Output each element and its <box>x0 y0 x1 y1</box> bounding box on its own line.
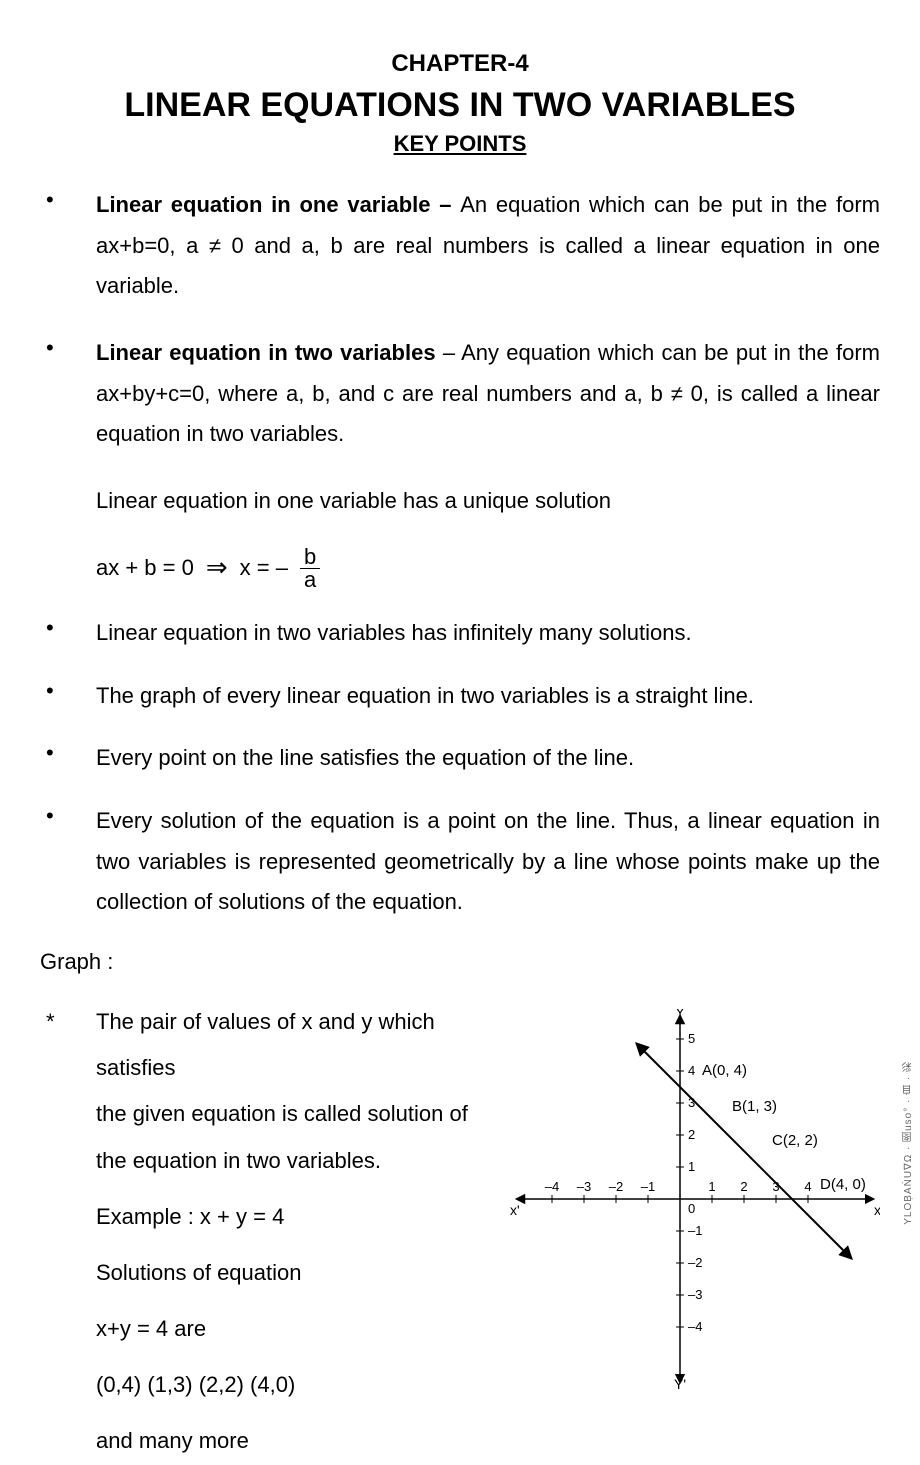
frac-numerator: b <box>300 546 320 569</box>
svg-text:–3: –3 <box>577 1179 591 1194</box>
svg-text:Y': Y' <box>674 1376 686 1389</box>
svg-text:5: 5 <box>688 1031 695 1046</box>
bullet-text: Every solution of the equation is a poin… <box>96 801 880 923</box>
bullet-mark: • <box>40 738 96 779</box>
graph-line: x+y = 4 are <box>96 1306 480 1352</box>
bullet-3: • Linear equation in two variables has i… <box>40 613 880 654</box>
bullet-2-sub: Linear equation in one variable has a un… <box>96 481 880 522</box>
bullet-bold: Linear equation in one variable – <box>96 192 460 217</box>
eq-rhs-prefix: x = – <box>240 555 288 581</box>
svg-text:–1: –1 <box>688 1223 702 1238</box>
svg-text:x': x' <box>510 1202 520 1218</box>
bullet-bold: Linear equation in two variables <box>96 340 436 365</box>
bullet-mark: • <box>40 185 96 307</box>
graph-line: the given equation is called solution of <box>96 1091 480 1137</box>
bullet-4: • The graph of every linear equation in … <box>40 676 880 717</box>
graph-label: Graph : <box>40 949 880 975</box>
bullet-mark: • <box>40 333 96 455</box>
svg-text:C(2, 2): C(2, 2) <box>772 1132 818 1149</box>
svg-text:Y: Y <box>675 1009 685 1020</box>
bullet-text: Every point on the line satisfies the eq… <box>96 738 880 779</box>
bullet-5: • Every point on the line satisfies the … <box>40 738 880 779</box>
star-mark: * <box>40 999 96 1465</box>
keypoints-label: KEY POINTS <box>40 131 880 157</box>
graph-line: and many more <box>96 1418 480 1464</box>
side-watermark: YLOḄAṄU∇Ω · 图uso° · 自 · 彩 <box>901 1061 916 1225</box>
svg-text:B(1, 3): B(1, 3) <box>732 1098 777 1115</box>
svg-text:1: 1 <box>688 1159 695 1174</box>
svg-text:–2: –2 <box>688 1255 702 1270</box>
svg-text:1: 1 <box>708 1179 715 1194</box>
bullet-mark: • <box>40 676 96 717</box>
bullet-6: • Every solution of the equation is a po… <box>40 801 880 923</box>
svg-text:–4: –4 <box>688 1319 702 1334</box>
eq-lhs: ax + b = 0 <box>96 555 194 581</box>
bullet-mark: • <box>40 801 96 923</box>
graph-row: * The pair of values of x and y which sa… <box>40 999 880 1465</box>
bullet-1: • Linear equation in one variable – An e… <box>40 185 880 307</box>
svg-text:–1: –1 <box>641 1179 655 1194</box>
bullet-text: The graph of every linear equation in tw… <box>96 676 880 717</box>
svg-text:2: 2 <box>740 1179 747 1194</box>
chapter-title: LINEAR EQUATIONS IN TWO VARIABLES <box>40 86 880 125</box>
svg-text:–3: –3 <box>688 1287 702 1302</box>
graph-line: Solutions of equation <box>96 1250 480 1296</box>
svg-text:0: 0 <box>688 1201 695 1216</box>
svg-text:4: 4 <box>688 1063 695 1078</box>
frac-denominator: a <box>300 569 320 591</box>
svg-text:A(0, 4): A(0, 4) <box>702 1062 747 1079</box>
svg-text:D(4, 0): D(4, 0) <box>820 1176 866 1193</box>
graph-line: Example : x + y = 4 <box>96 1194 480 1240</box>
bullet-text: Linear equation in one variable – An equ… <box>96 185 880 307</box>
graph-line: the equation in two variables. <box>96 1138 480 1184</box>
svg-text:4: 4 <box>804 1179 811 1194</box>
implies-icon: ⇒ <box>206 553 228 583</box>
bullet-text: Linear equation in two variables has inf… <box>96 613 880 654</box>
graph-text-col: * The pair of values of x and y which sa… <box>40 999 480 1465</box>
svg-text:2: 2 <box>688 1127 695 1142</box>
graph-line: (0,4) (1,3) (2,2) (4,0) <box>96 1362 480 1408</box>
chapter-label: CHAPTER-4 <box>40 50 880 78</box>
svg-text:–2: –2 <box>609 1179 623 1194</box>
bullet-text: Linear equation in two variables – Any e… <box>96 333 880 455</box>
graph-line: The pair of values of x and y which sati… <box>96 999 480 1091</box>
svg-text:–4: –4 <box>545 1179 559 1194</box>
bullet-2: • Linear equation in two variables – Any… <box>40 333 880 455</box>
bullet-mark: • <box>40 613 96 654</box>
equation: ax + b = 0 ⇒ x = – b a <box>96 546 880 591</box>
fraction: b a <box>300 546 320 591</box>
svg-text:x: x <box>874 1202 880 1218</box>
graph-svg: –4 –3 –2 –1 1 2 3 4 1 2 3 4 5 –1 –2 –3 –… <box>480 1009 880 1394</box>
